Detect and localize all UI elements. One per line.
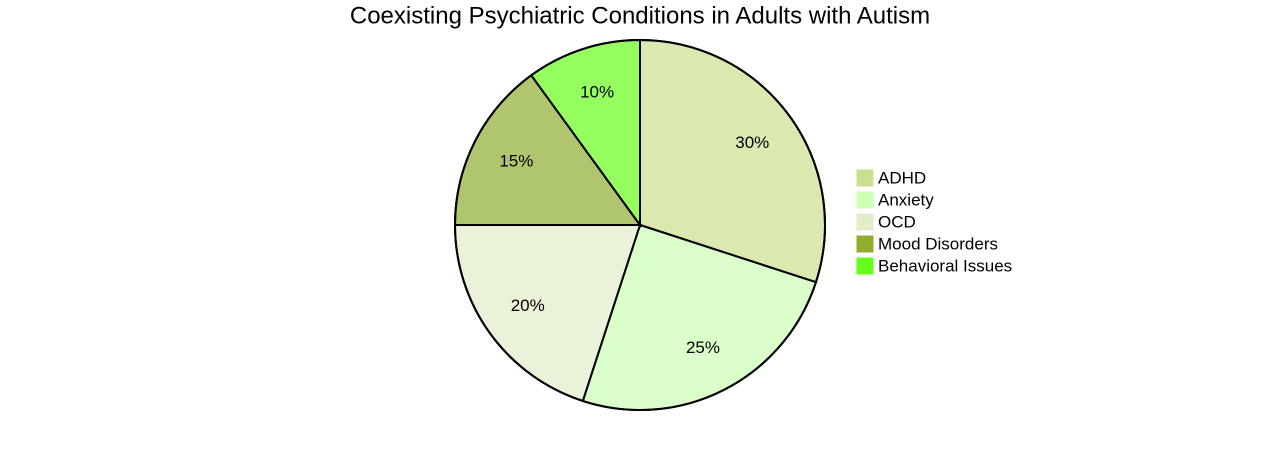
slice-label: 20% — [511, 296, 545, 315]
legend-swatch — [855, 256, 875, 276]
legend-label: ADHD — [878, 168, 926, 187]
slice-label: 10% — [580, 83, 614, 102]
slice-label: 30% — [735, 133, 769, 152]
legend-swatch — [855, 212, 875, 232]
legend-label: OCD — [878, 212, 916, 231]
legend-swatch — [855, 190, 875, 210]
legend-label: Behavioral Issues — [878, 256, 1012, 275]
legend-swatch — [855, 168, 875, 188]
legend-swatch — [855, 234, 875, 254]
legend-label: Anxiety — [878, 190, 934, 209]
slice-label: 25% — [686, 338, 720, 357]
slice-label: 15% — [499, 151, 533, 170]
chart-title: Coexisting Psychiatric Conditions in Adu… — [350, 2, 930, 29]
legend-label: Mood Disorders — [878, 234, 998, 253]
pie-outline — [454, 39, 826, 411]
